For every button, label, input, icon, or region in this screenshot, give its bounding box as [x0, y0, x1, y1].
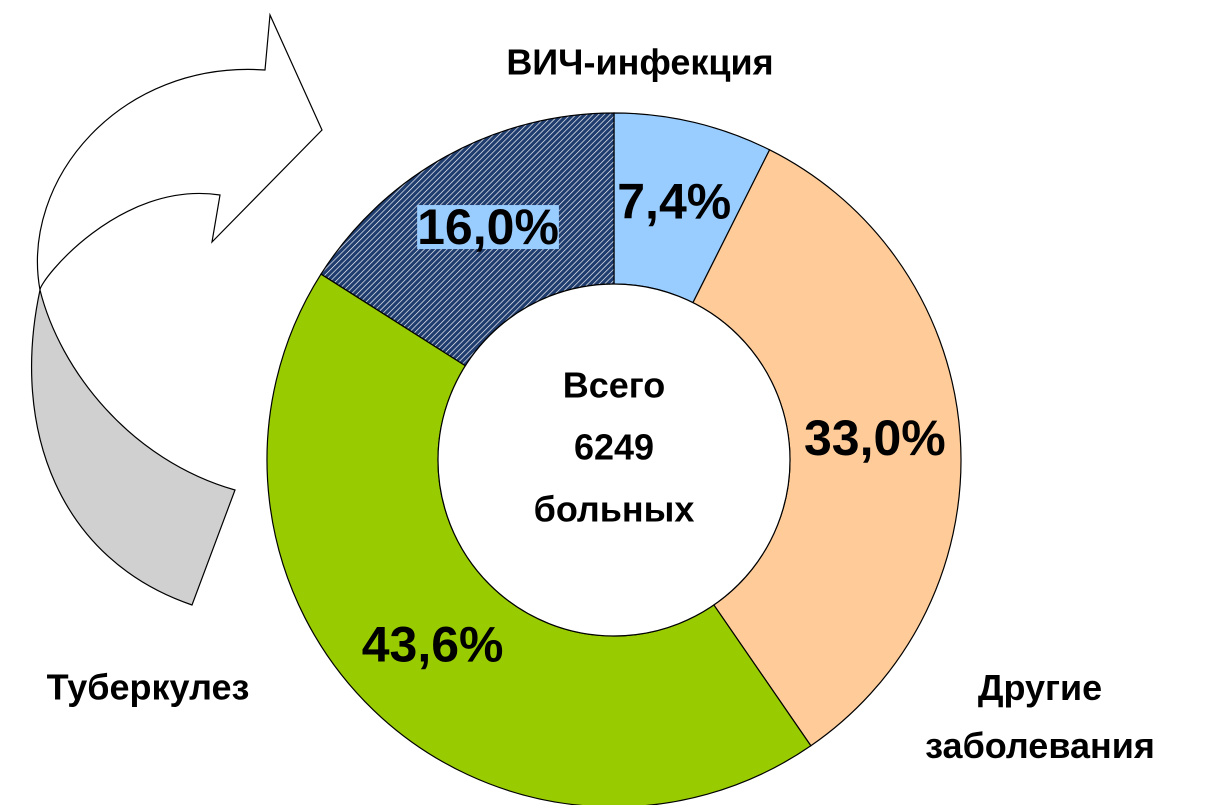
- arrow-decoration: [36, 12, 323, 291]
- center-label: Всего: [563, 365, 666, 406]
- value-label: 33,0%: [804, 410, 946, 466]
- value-label: 16,0%: [417, 199, 559, 255]
- value-label: 7,4%: [617, 174, 731, 230]
- category-label: Туберкулез: [47, 667, 250, 708]
- center-label: больных: [534, 489, 695, 530]
- center-label: 6249: [574, 427, 654, 468]
- value-label: 43,6%: [362, 617, 504, 673]
- category-label: Другие заболевания: [925, 667, 1155, 766]
- arrow-decoration: [30, 289, 236, 606]
- value-label-background: [417, 205, 559, 250]
- plot: 7,4% 33,0% 43,6% 16,0% Всего 6249 больных ВИЧ-и…: [47, 42, 1155, 805]
- category-label: ВИЧ-инфекция: [506, 42, 773, 83]
- donut-hole: [437, 283, 791, 637]
